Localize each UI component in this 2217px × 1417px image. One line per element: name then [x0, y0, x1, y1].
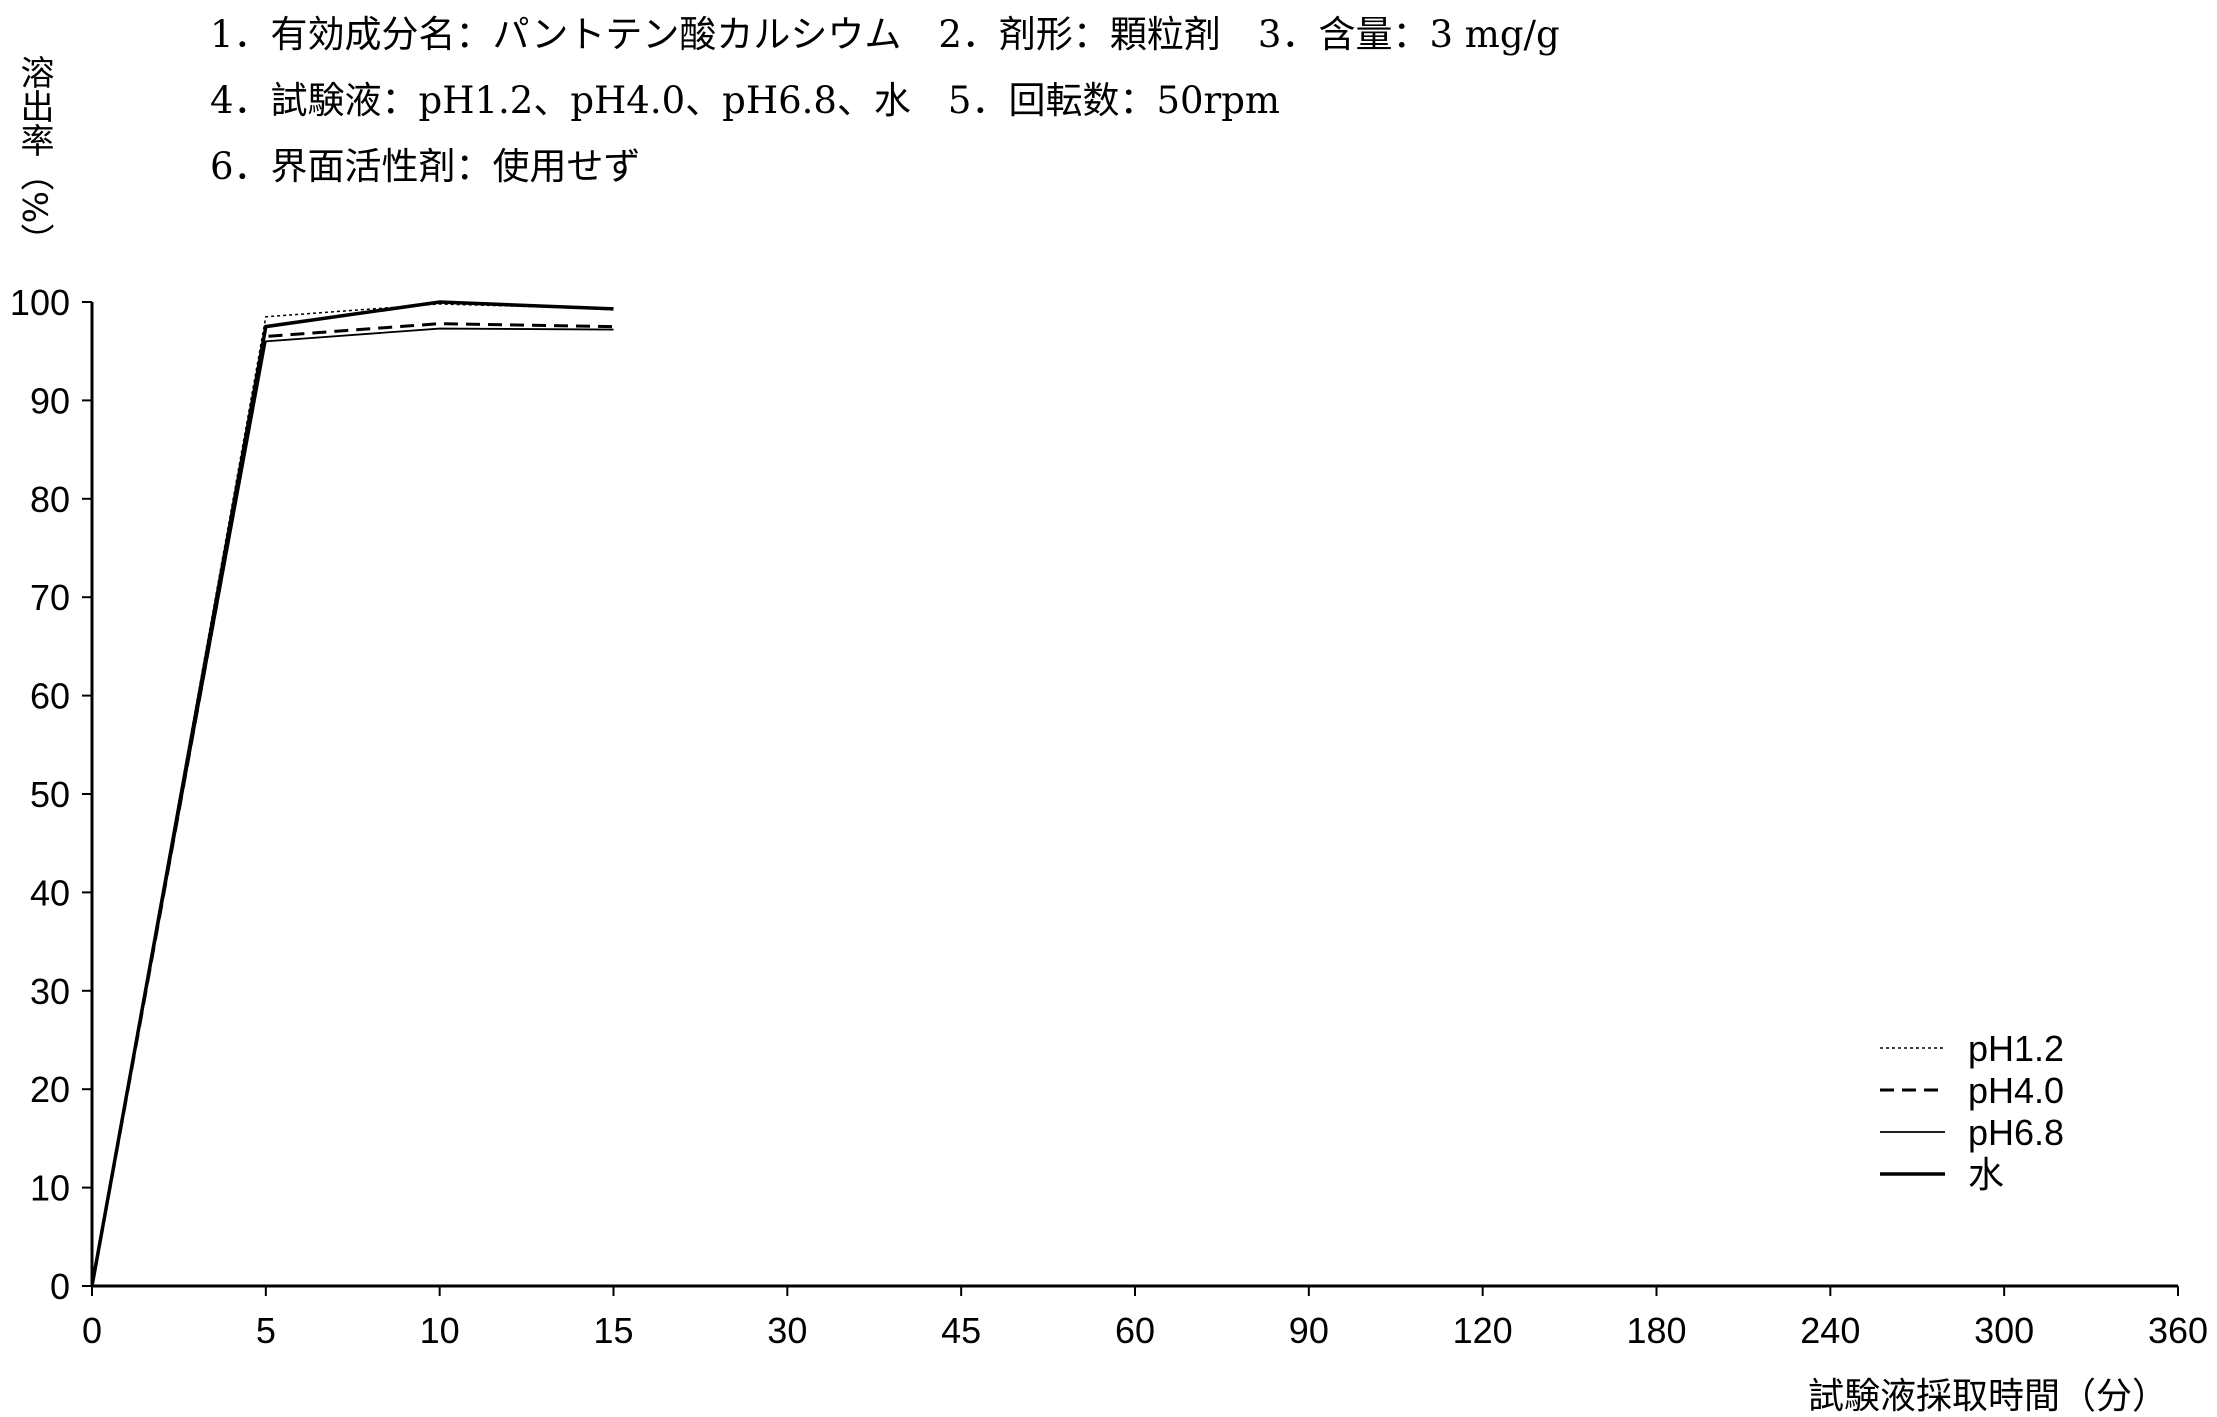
y-tick-label: 20: [30, 1069, 70, 1110]
y-tick-label: 60: [30, 676, 70, 717]
y-axis-label: 溶出率（%）: [14, 55, 54, 258]
x-tick-label: 15: [593, 1310, 633, 1351]
y-tick-label: 50: [30, 774, 70, 815]
x-tick-label: 5: [256, 1310, 276, 1351]
y-tick-label: 80: [30, 479, 70, 520]
header-line-3: 6．界面活性剤：使用せず: [210, 145, 641, 188]
legend-label: pH4.0: [1968, 1070, 2064, 1111]
legend-label: pH6.8: [1968, 1112, 2064, 1153]
series-line-0: [91, 303, 614, 1287]
header-line-2: 4．試験液：pH1.2、pH4.0、pH6.8、水 5．回転数：50rpm: [210, 79, 1280, 122]
series-line-1: [90, 322, 614, 1287]
y-tick-label: 100: [10, 282, 70, 323]
series-line-3: [90, 300, 614, 1287]
x-tick-label: 0: [82, 1310, 102, 1351]
y-tick-label: 0: [50, 1266, 70, 1307]
x-tick-label: 180: [1626, 1310, 1686, 1351]
x-tick-label: 120: [1453, 1310, 1513, 1351]
legend-label: 水: [1968, 1154, 2004, 1195]
y-tick-label: 90: [30, 380, 70, 421]
header-line-1: 1．有効成分名：パントテン酸カルシウム 2．剤形：顆粒剤 3．含量：3 mg/g: [210, 13, 1560, 56]
x-tick-label: 45: [941, 1310, 981, 1351]
x-tick-label: 10: [420, 1310, 460, 1351]
legend-label: pH1.2: [1968, 1028, 2064, 1069]
series-line-2: [91, 327, 614, 1287]
x-tick-label: 60: [1115, 1310, 1155, 1351]
y-tick-label: 70: [30, 577, 70, 618]
y-tick-label: 40: [30, 872, 70, 913]
x-tick-label: 300: [1974, 1310, 2034, 1351]
x-tick-label: 360: [2148, 1310, 2208, 1351]
x-tick-label: 30: [767, 1310, 807, 1351]
y-tick-label: 10: [30, 1168, 70, 1209]
x-tick-label: 240: [1800, 1310, 1860, 1351]
x-tick-label: 90: [1289, 1310, 1329, 1351]
y-tick-label: 30: [30, 971, 70, 1012]
x-axis-label: 試験液採取時間（分）: [1808, 1375, 2168, 1416]
